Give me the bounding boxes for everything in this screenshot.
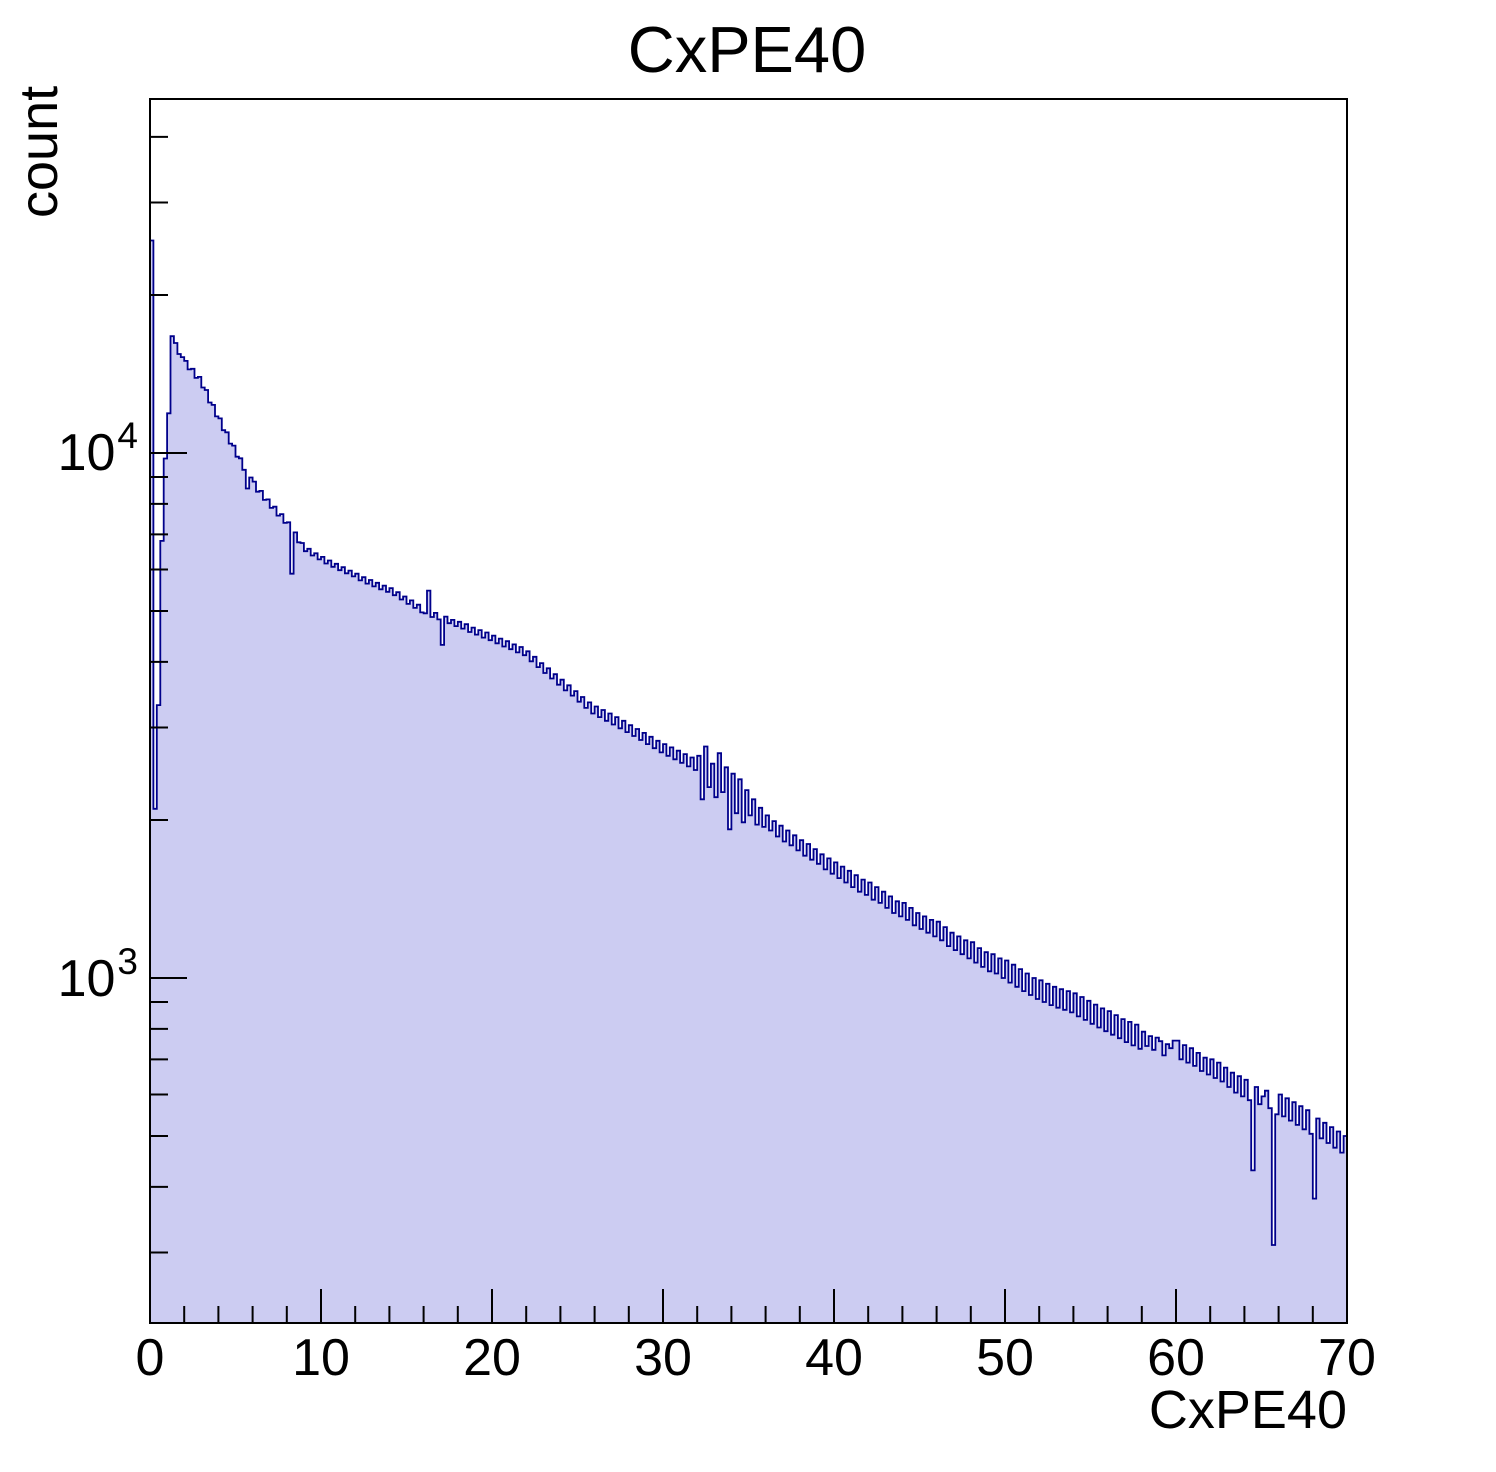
y-tick-label-1e3: 103: [58, 941, 138, 1008]
x-tick-labels: 0 10 20 30 40 50 60 70: [136, 1329, 1376, 1387]
chart-title: CxPE40: [628, 13, 866, 86]
y-tick-label-1e3-exponent: 3: [117, 941, 138, 982]
y-tick-label-1e4-base: 10: [58, 424, 116, 482]
x-tick-label-10: 10: [292, 1329, 350, 1387]
axis-ticks: [149, 135, 1348, 1323]
y-tick-label-1e4: 104: [58, 415, 138, 482]
x-tick-label-0: 0: [136, 1329, 165, 1387]
x-axis-title: CxPE40: [1149, 1380, 1347, 1440]
x-tick-label-20: 20: [463, 1329, 521, 1387]
x-tick-label-60: 60: [1147, 1329, 1205, 1387]
histogram-layer: [149, 239, 1348, 1324]
y-axis-title: count: [9, 86, 69, 218]
x-tick-label-70: 70: [1318, 1329, 1376, 1387]
x-tick-label-50: 50: [976, 1329, 1034, 1387]
histogram-series: [149, 239, 1348, 1324]
plot-frame: [149, 98, 1348, 1324]
x-tick-label-30: 30: [634, 1329, 692, 1387]
x-tick-label-40: 40: [805, 1329, 863, 1387]
y-tick-label-1e4-exponent: 4: [117, 415, 138, 456]
y-tick-label-1e3-base: 10: [58, 950, 116, 1008]
